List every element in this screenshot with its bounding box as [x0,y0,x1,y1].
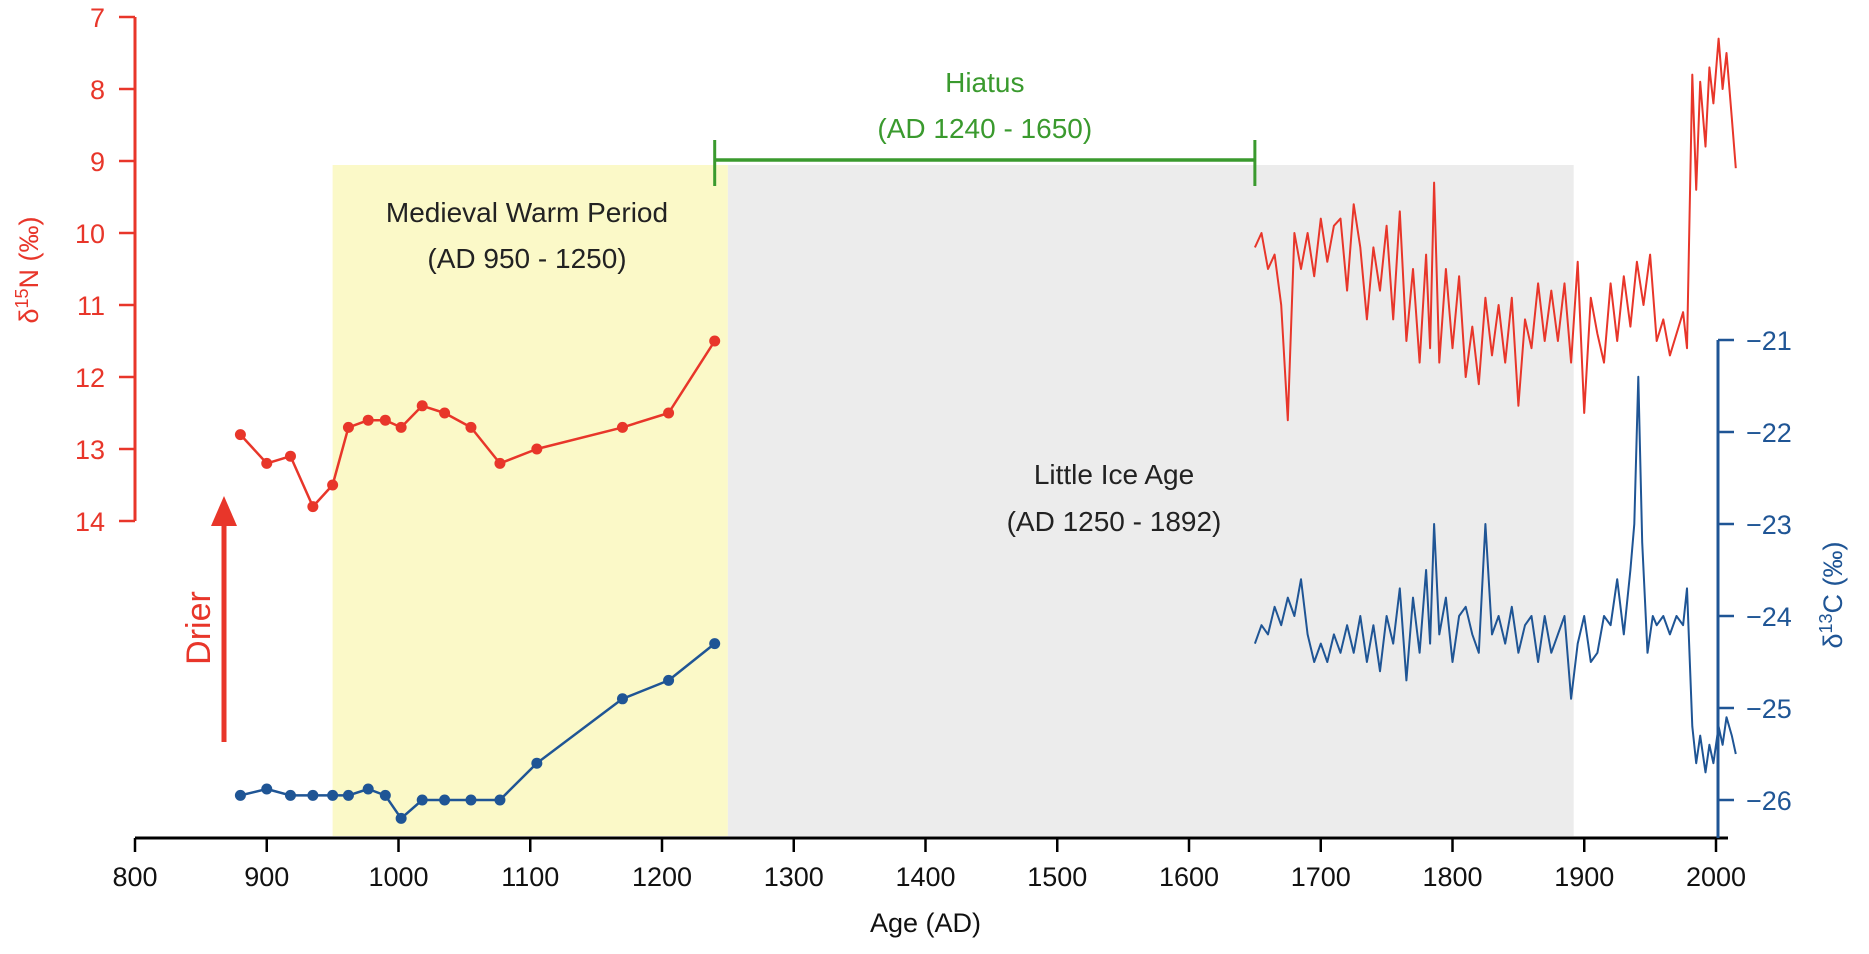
mwp-range-label: (AD 950 - 1250) [427,243,626,274]
series-0-point-10 [439,407,451,419]
x-tick-label-1600: 1600 [1159,862,1219,892]
series-2-point-12 [494,794,506,806]
series-2-point-6 [362,783,374,795]
series-0-point-1 [261,457,273,469]
annotations: Medieval Warm Period (AD 950 - 1250) Littl… [180,67,1257,742]
series-line-1 [1253,37,1737,422]
x-tick-label-1500: 1500 [1027,862,1087,892]
series-0-point-16 [709,335,721,347]
right-tick-label-2: −23 [1746,510,1792,540]
series-2-point-8 [395,812,407,824]
series-0-point-11 [465,421,477,433]
series-2-point-2 [284,789,296,801]
hiatus-range-label: (AD 1240 - 1650) [877,113,1092,144]
x-tick-label-1300: 1300 [764,862,824,892]
series-0-point-4 [327,479,339,491]
series-0-point-6 [362,414,374,426]
x-tick-label-2000: 2000 [1686,862,1746,892]
series-2-point-16 [709,638,721,650]
x-tick-label-1700: 1700 [1291,862,1351,892]
left-axis-title-sup: 15 [12,288,32,308]
right-tick-label-1: −22 [1746,418,1792,448]
series-2-point-4 [327,789,339,801]
series-0-point-9 [416,400,428,412]
x-tick-label-1800: 1800 [1422,862,1482,892]
series-0-point-13 [531,443,543,455]
series-2-point-1 [261,783,273,795]
x-tick-label-1400: 1400 [895,862,955,892]
right-axis-title-sup: 13 [1816,613,1836,633]
series-2-point-7 [379,789,391,801]
left-tick-label-12: 12 [75,363,105,393]
x-tick-label-900: 900 [244,862,289,892]
left-tick-label-13: 13 [75,435,105,465]
series-2-point-5 [342,789,354,801]
left-axis-title: δ15N (‰) [12,216,44,323]
drier-arrow-head [211,496,237,526]
series-0-point-2 [284,450,296,462]
x-tick-label-1100: 1100 [501,862,559,892]
right-axis-title: δ13C (‰) [1816,541,1848,648]
x-tick-label-1200: 1200 [632,862,692,892]
left-tick-label-14: 14 [75,507,105,537]
series-2-point-0 [234,789,246,801]
x-axis-title: Age (AD) [870,908,981,938]
left-tick-label-11: 11 [77,291,105,321]
series-0-point-8 [395,421,407,433]
series-0-point-15 [663,407,675,419]
left-tick-label-10: 10 [75,219,105,249]
series-line-3 [1253,375,1737,774]
series-2-point-9 [416,794,428,806]
axes: 800 900 1000 1100 1200 1300 1400 1500 1600 1700 18… [12,3,1848,938]
series-2-point-14 [616,693,628,705]
right-tick-label-0: −21 [1746,326,1792,356]
series-0-point-14 [616,421,628,433]
series-2-point-13 [531,757,543,769]
lia-label: Little Ice Age [1034,459,1194,490]
series-0-point-3 [307,501,319,513]
period-band-1 [727,165,1574,836]
series-0-point-12 [494,457,506,469]
x-tick-label-800: 800 [112,862,157,892]
drier-label: Drier [180,591,218,665]
left-tick-label-9: 9 [90,147,105,177]
lia-range-label: (AD 1250 - 1892) [1007,506,1222,537]
right-tick-label-3: −24 [1746,602,1792,632]
right-tick-label-4: −25 [1746,694,1792,724]
series-2-point-11 [465,794,477,806]
x-tick-label-1900: 1900 [1554,862,1614,892]
left-tick-label-7: 7 [90,3,105,33]
series-2-point-10 [439,794,451,806]
left-tick-label-8: 8 [90,75,105,105]
mwp-label: Medieval Warm Period [386,197,668,228]
right-tick-label-5: −26 [1746,786,1792,816]
period-band-0 [332,165,728,836]
series-0-point-0 [234,429,246,441]
series-2-point-15 [663,674,675,686]
series-0-point-5 [342,421,354,433]
hiatus-label: Hiatus [945,67,1024,98]
series [234,37,1737,824]
series-2-point-3 [307,789,319,801]
x-tick-label-1000: 1000 [368,862,428,892]
series-0-point-7 [379,414,391,426]
